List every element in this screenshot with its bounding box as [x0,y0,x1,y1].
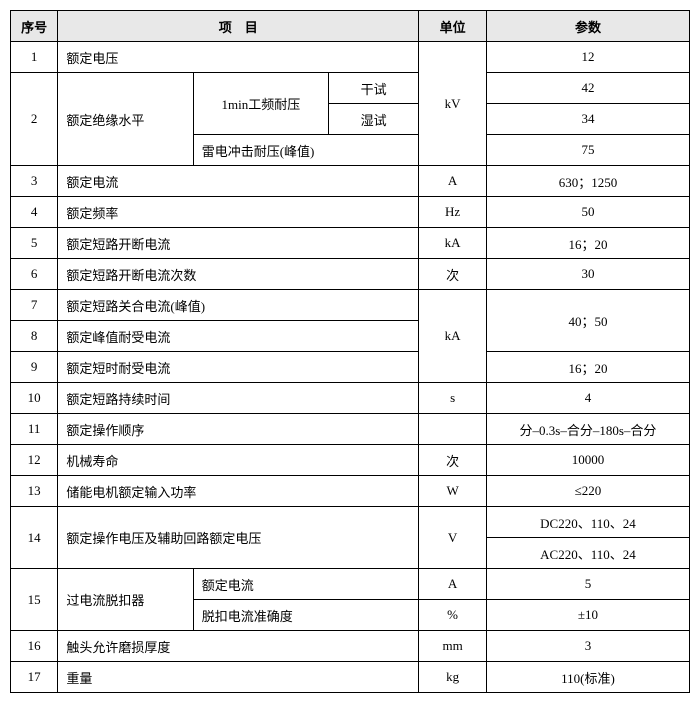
row-unit: W [419,476,487,507]
row-param: DC220、110、24 [486,507,689,538]
row-item: 额定峰值耐受电流 [58,321,419,352]
row-item: 机械寿命 [58,445,419,476]
hdr-num: 序号 [11,11,58,42]
row-unit: V [419,507,487,569]
row-param: 75 [486,135,689,166]
row-unit: s [419,383,487,414]
row-param: 5 [486,569,689,600]
row-param: AC220、110、24 [486,538,689,569]
row-num: 1 [11,42,58,73]
row-param: 630；1250 [486,166,689,197]
table-row: 3 额定电流 A 630；1250 [11,166,690,197]
row-unit: 次 [419,259,487,290]
row-num: 2 [11,73,58,166]
table-row: 13 储能电机额定输入功率 W ≤220 [11,476,690,507]
row-unit: kA [419,228,487,259]
row-unit: Hz [419,197,487,228]
row-num: 5 [11,228,58,259]
row-num: 7 [11,290,58,321]
row-item: 额定电压 [58,42,419,73]
table-row: 17 重量 kg 110(标准) [11,662,690,693]
table-row: 10 额定短路持续时间 s 4 [11,383,690,414]
table-row: 14 额定操作电压及辅助回路额定电压 V DC220、110、24 [11,507,690,538]
row-num: 10 [11,383,58,414]
row-item: 额定操作顺序 [58,414,419,445]
table-row: 12 机械寿命 次 10000 [11,445,690,476]
row-num: 16 [11,631,58,662]
row-param: 50 [486,197,689,228]
row-unit: % [419,600,487,631]
row-sub: 额定电流 [193,569,419,600]
row-num: 9 [11,352,58,383]
row-unit: kg [419,662,487,693]
row-param: 16；20 [486,228,689,259]
row-item: 额定短路持续时间 [58,383,419,414]
row-sub2: 湿试 [329,104,419,135]
row-sub: 1min工频耐压 [193,73,328,135]
row-unit: kA [419,290,487,383]
row-param: ±10 [486,600,689,631]
row-param: 分–0.3s–合分–180s–合分 [486,414,689,445]
table-row: 16 触头允许磨损厚度 mm 3 [11,631,690,662]
header-row: 序号 项 目 单位 参数 [11,11,690,42]
row-unit [419,414,487,445]
spec-table: 序号 项 目 单位 参数 1 额定电压 kV 12 2 额定绝缘水平 1min工… [10,10,690,693]
table-row: 9 额定短时耐受电流 16；20 [11,352,690,383]
row-num: 13 [11,476,58,507]
row-param: 10000 [486,445,689,476]
row-unit: 次 [419,445,487,476]
row-param: 16；20 [486,352,689,383]
table-row: 5 额定短路开断电流 kA 16；20 [11,228,690,259]
row-item: 重量 [58,662,419,693]
row-param: 42 [486,73,689,104]
row-param: 3 [486,631,689,662]
hdr-item: 项 目 [58,11,419,42]
row-item: 触头允许磨损厚度 [58,631,419,662]
row-num: 12 [11,445,58,476]
row-param: 30 [486,259,689,290]
row-param: 40；50 [486,290,689,352]
table-row: 11 额定操作顺序 分–0.3s–合分–180s–合分 [11,414,690,445]
row-item: 额定频率 [58,197,419,228]
row-param: 34 [486,104,689,135]
row-unit: kV [419,42,487,166]
row-item: 额定操作电压及辅助回路额定电压 [58,507,419,569]
row-param: 110(标准) [486,662,689,693]
row-item: 额定短路关合电流(峰值) [58,290,419,321]
table-row: 6 额定短路开断电流次数 次 30 [11,259,690,290]
row-num: 14 [11,507,58,569]
row-item: 额定短时耐受电流 [58,352,419,383]
row-param: ≤220 [486,476,689,507]
row-item: 额定短路开断电流 [58,228,419,259]
row-item: 额定绝缘水平 [58,73,193,166]
row-num: 11 [11,414,58,445]
hdr-unit: 单位 [419,11,487,42]
row-unit: A [419,166,487,197]
row-sub: 脱扣电流准确度 [193,600,419,631]
row-num: 17 [11,662,58,693]
table-row: 15 过电流脱扣器 额定电流 A 5 [11,569,690,600]
row-unit: mm [419,631,487,662]
table-row: 1 额定电压 kV 12 [11,42,690,73]
row-item: 储能电机额定输入功率 [58,476,419,507]
table-row: 2 额定绝缘水平 1min工频耐压 干试 42 [11,73,690,104]
row-param: 12 [486,42,689,73]
row-sub: 雷电冲击耐压(峰值) [193,135,419,166]
row-param: 4 [486,383,689,414]
row-num: 8 [11,321,58,352]
row-num: 3 [11,166,58,197]
row-num: 4 [11,197,58,228]
row-unit: A [419,569,487,600]
row-item: 额定电流 [58,166,419,197]
hdr-param: 参数 [486,11,689,42]
row-item: 额定短路开断电流次数 [58,259,419,290]
table-row: 4 额定频率 Hz 50 [11,197,690,228]
table-row: 7 额定短路关合电流(峰值) kA 40；50 [11,290,690,321]
row-num: 6 [11,259,58,290]
row-sub2: 干试 [329,73,419,104]
